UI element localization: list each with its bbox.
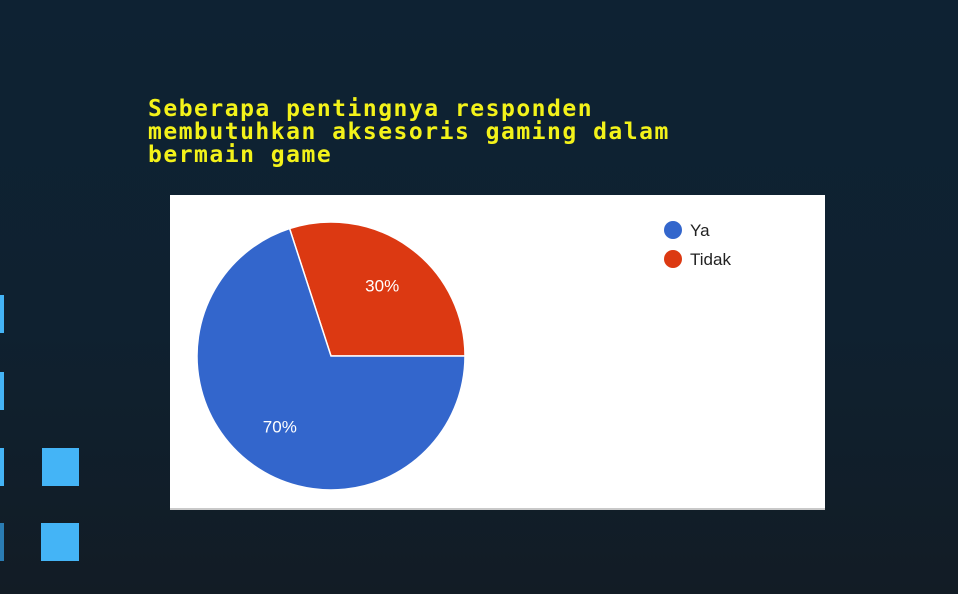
decor-square [42, 448, 79, 486]
pie-slice-ya [196, 227, 466, 491]
pie-slice-label-tidak: 30% [365, 277, 399, 296]
decor-square [0, 295, 4, 333]
decor-square [0, 523, 4, 561]
legend-marker-ya [664, 221, 682, 239]
pie-slices [196, 221, 466, 491]
legend-label-ya: Ya [690, 221, 710, 240]
decor-square [0, 448, 4, 486]
pie-chart-card: 30% 70% Ya Tidak [170, 195, 825, 510]
pie-slice-labels: 30% 70% [263, 277, 399, 437]
decor-square [41, 523, 79, 561]
pie-slice-tidak [288, 221, 466, 357]
slide-title: Seberapa pentingnya responden membutuhka… [148, 96, 670, 168]
legend-marker-tidak [664, 250, 682, 268]
pie-slice-label-ya: 70% [263, 418, 297, 437]
pie-chart: 30% 70% Ya Tidak [196, 221, 731, 491]
decor-square [0, 372, 4, 410]
pie-legend: Ya Tidak [664, 221, 731, 269]
legend-label-tidak: Tidak [690, 250, 731, 269]
